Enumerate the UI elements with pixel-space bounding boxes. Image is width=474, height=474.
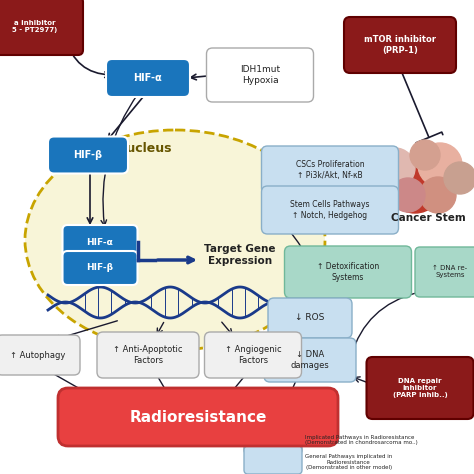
Circle shape (387, 157, 443, 213)
Circle shape (375, 148, 415, 188)
Text: ↑ Detoxification
Systems: ↑ Detoxification Systems (317, 262, 379, 282)
FancyBboxPatch shape (262, 146, 399, 194)
FancyBboxPatch shape (284, 246, 411, 298)
Circle shape (444, 162, 474, 194)
Circle shape (410, 140, 440, 170)
Text: General Pathways implicated in
Radioresistance
(Demonstrated in other model): General Pathways implicated in Radioresi… (305, 454, 392, 470)
FancyBboxPatch shape (344, 17, 456, 73)
FancyBboxPatch shape (244, 426, 302, 454)
FancyBboxPatch shape (207, 48, 313, 102)
Circle shape (420, 177, 456, 213)
FancyBboxPatch shape (264, 338, 356, 382)
Text: Implicated Pathways in Radioresistance
(Demonstrated in chondrosarcoma mo..): Implicated Pathways in Radioresistance (… (305, 435, 418, 446)
FancyBboxPatch shape (268, 298, 352, 338)
FancyBboxPatch shape (0, 0, 83, 55)
FancyBboxPatch shape (204, 332, 301, 378)
Text: HIF-α: HIF-α (134, 73, 163, 83)
Text: CSCs Proliferation
↑ Pi3k/Akt, Nf-κB: CSCs Proliferation ↑ Pi3k/Akt, Nf-κB (296, 160, 365, 180)
FancyBboxPatch shape (366, 357, 474, 419)
FancyBboxPatch shape (63, 251, 137, 285)
Text: Nucleus: Nucleus (117, 142, 173, 155)
FancyBboxPatch shape (262, 186, 399, 234)
FancyBboxPatch shape (244, 446, 302, 474)
Text: HIF-β: HIF-β (86, 264, 113, 273)
Text: Stem Cells Pathways
↑ Notch, Hedgehog: Stem Cells Pathways ↑ Notch, Hedgehog (290, 201, 370, 220)
Text: mTOR inhibitor
(PRP-1): mTOR inhibitor (PRP-1) (364, 35, 436, 55)
Text: Target Gene
Expression: Target Gene Expression (204, 244, 276, 266)
FancyBboxPatch shape (106, 59, 190, 97)
FancyBboxPatch shape (0, 335, 80, 375)
Text: Cancer Stem: Cancer Stem (391, 213, 465, 223)
Ellipse shape (25, 130, 325, 350)
Text: ↑ Autophagy: ↑ Autophagy (10, 350, 66, 359)
Text: DNA repair
inhibitor
(PARP inhib..): DNA repair inhibitor (PARP inhib..) (392, 378, 447, 398)
Circle shape (391, 178, 425, 212)
FancyBboxPatch shape (63, 225, 137, 259)
Text: ↓ ROS: ↓ ROS (295, 313, 325, 322)
Text: IDH1mut
Hypoxia: IDH1mut Hypoxia (240, 65, 280, 85)
Text: Radioresistance: Radioresistance (129, 410, 267, 425)
FancyBboxPatch shape (97, 332, 199, 378)
Text: ↓ DNA
damages: ↓ DNA damages (291, 350, 329, 370)
FancyBboxPatch shape (48, 137, 128, 173)
Circle shape (418, 143, 462, 187)
FancyBboxPatch shape (415, 247, 474, 297)
Text: a inhibitor
5 - PT2977): a inhibitor 5 - PT2977) (12, 19, 58, 33)
Text: HIF-β: HIF-β (73, 150, 102, 160)
Text: HIF-α: HIF-α (87, 237, 113, 246)
Text: ↑ DNA re-
Systems: ↑ DNA re- Systems (432, 265, 467, 279)
FancyBboxPatch shape (58, 388, 338, 446)
Text: ↑ Angiogenic
Factors: ↑ Angiogenic Factors (225, 345, 281, 365)
Text: ↑ Anti-Apoptotic
Factors: ↑ Anti-Apoptotic Factors (113, 345, 183, 365)
